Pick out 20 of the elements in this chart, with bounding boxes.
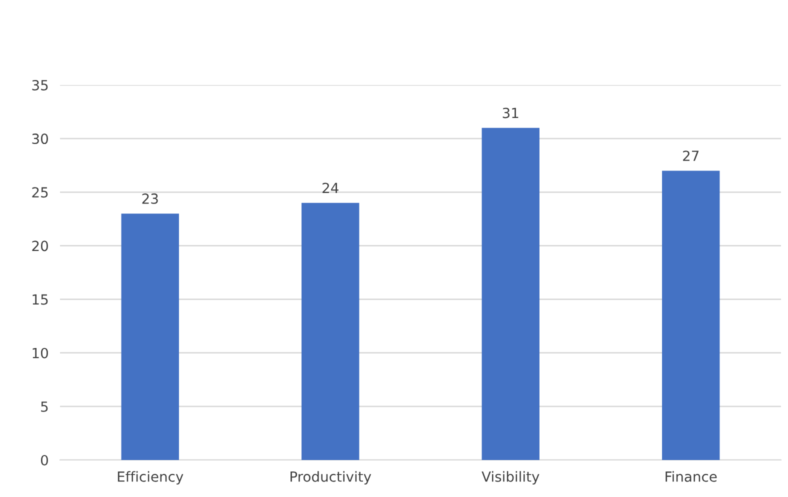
data-label: 24 [322,182,338,194]
data-label: 27 [683,150,699,161]
bar [121,214,179,460]
data-label: 31 [502,108,518,118]
bar [482,128,540,460]
x-tick-label: Efficiency [118,471,184,485]
y-tick-label: 5 [41,402,48,412]
data-label: 23 [142,193,158,204]
x-tick-label: Finance [666,471,717,482]
y-tick-label: 25 [32,187,48,198]
y-tick-label: 0 [40,454,48,466]
y-tick-label: 10 [32,348,48,358]
x-tick-label: Visibility [482,471,540,485]
y-tick-label: 20 [32,240,48,252]
bar [662,170,720,460]
bar [302,202,360,460]
y-tick-label: 30 [32,134,48,144]
y-tick-label: 35 [32,80,48,90]
x-tick-label: Productivity [290,471,372,485]
y-tick-label: 15 [32,294,48,305]
